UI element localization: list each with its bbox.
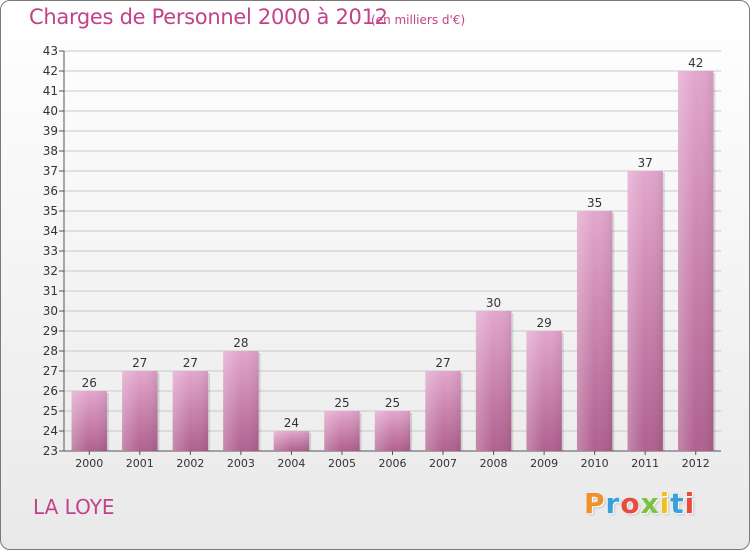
bar-highlight: [324, 411, 360, 451]
y-tick-label: 41: [43, 84, 58, 98]
logo-letter: r: [605, 487, 621, 520]
bar-highlight: [526, 331, 562, 451]
bar-highlight: [71, 391, 107, 451]
bar-highlight: [678, 71, 714, 451]
x-tick-label: 2008: [480, 457, 508, 470]
x-tick-label: 2009: [530, 457, 558, 470]
y-tick-label: 23: [43, 444, 58, 458]
x-tick-label: 2005: [328, 457, 356, 470]
bars: [71, 71, 716, 451]
logo-letter: t: [670, 487, 685, 520]
bar-highlight: [475, 311, 512, 451]
logo-letter: i: [684, 487, 696, 520]
y-tick-label: 25: [43, 404, 58, 418]
y-tick-label: 40: [43, 104, 58, 118]
y-axis: 23 24 25 26 27 28 29 30 31 32 33 34 35 36 37 38 39 40 41 42…: [43, 44, 65, 458]
data-label: 26: [82, 376, 97, 390]
bar-highlight: [122, 371, 158, 451]
proxiti-logo: Proxiti: [584, 487, 695, 520]
data-label: 27: [132, 356, 147, 370]
y-tick-label: 27: [43, 364, 58, 378]
y-tick-label: 24: [43, 424, 58, 438]
x-tick-label: 2001: [126, 457, 154, 470]
x-tick-label: 2012: [682, 457, 710, 470]
data-label: 27: [435, 356, 450, 370]
y-tick-label: 42: [43, 64, 58, 78]
data-label: 24: [284, 416, 299, 430]
logo-letter: P: [584, 487, 606, 520]
y-tick-label: 39: [43, 124, 58, 138]
data-label: 29: [536, 316, 551, 330]
x-tick-label: 2004: [277, 457, 305, 470]
y-tick-label: 37: [43, 164, 58, 178]
y-tick-label: 34: [43, 224, 58, 238]
y-tick-label: 38: [43, 144, 58, 158]
data-label: 37: [638, 156, 653, 170]
data-labels: 26 27 27 28 24 25 25 27 30 29 35 37 42: [82, 56, 704, 430]
y-tick-label: 28: [43, 344, 58, 358]
logo-letter: o: [620, 487, 641, 520]
chart-title: Charges de Personnel 2000 à 2012: [29, 5, 388, 29]
chart-subtitle: (en milliers d'€): [371, 13, 466, 27]
bar-highlight: [273, 431, 310, 451]
data-label: 28: [233, 336, 248, 350]
y-tick-label: 31: [43, 284, 58, 298]
grid-lines: [64, 50, 721, 452]
x-tick-label: 2007: [429, 457, 457, 470]
data-label: 35: [587, 196, 602, 210]
x-tick-label: 2011: [631, 457, 659, 470]
y-tick-label: 35: [43, 204, 58, 218]
y-tick-label: 30: [43, 304, 58, 318]
bar-highlight: [223, 351, 259, 451]
x-tick-label: 2000: [75, 457, 103, 470]
data-label: 27: [183, 356, 198, 370]
logo-letter: x: [640, 487, 660, 520]
bar-highlight: [374, 411, 411, 451]
data-label: 25: [385, 396, 400, 410]
bar-highlight: [576, 211, 613, 451]
x-tick-label: 2003: [227, 457, 255, 470]
logo-letter: i: [659, 487, 671, 520]
data-label: 42: [688, 56, 703, 70]
y-tick-label: 29: [43, 324, 58, 338]
y-tick-label: 33: [43, 244, 58, 258]
x-axis: 2000 2001 2002 2003 2004 2005 2006 2007 2008 2009…: [64, 450, 721, 470]
bar-highlight: [425, 371, 461, 451]
x-tick-label: 2002: [176, 457, 204, 470]
y-tick-label: 43: [43, 44, 58, 58]
bar-highlight: [627, 171, 663, 451]
x-tick-label: 2006: [379, 457, 407, 470]
data-label: 25: [334, 396, 349, 410]
y-tick-label: 26: [43, 384, 58, 398]
commune-name: LA LOYE: [33, 495, 115, 519]
bar-highlight: [172, 371, 209, 451]
data-label: 30: [486, 296, 501, 310]
x-tick-label: 2010: [581, 457, 609, 470]
y-tick-label: 32: [43, 264, 58, 278]
y-tick-label: 36: [43, 184, 58, 198]
